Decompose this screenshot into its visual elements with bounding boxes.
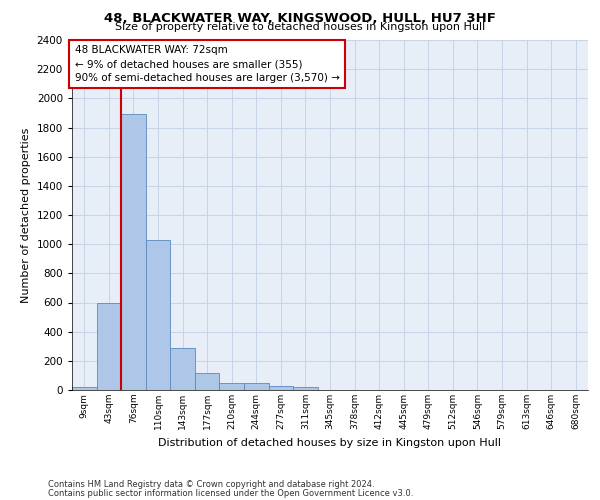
Text: 48, BLACKWATER WAY, KINGSWOOD, HULL, HU7 3HF: 48, BLACKWATER WAY, KINGSWOOD, HULL, HU7… [104, 12, 496, 26]
Text: 48 BLACKWATER WAY: 72sqm
← 9% of detached houses are smaller (355)
90% of semi-d: 48 BLACKWATER WAY: 72sqm ← 9% of detache… [74, 46, 340, 84]
Bar [269, 386, 293, 390]
Bar [146, 240, 170, 390]
Text: Contains HM Land Registry data © Crown copyright and database right 2024.: Contains HM Land Registry data © Crown c… [48, 480, 374, 489]
Text: Contains public sector information licensed under the Open Government Licence v3: Contains public sector information licen… [48, 488, 413, 498]
Text: Distribution of detached houses by size in Kingston upon Hull: Distribution of detached houses by size … [158, 438, 502, 448]
Bar [121, 114, 146, 390]
Text: Size of property relative to detached houses in Kingston upon Hull: Size of property relative to detached ho… [115, 22, 485, 32]
Bar [220, 382, 244, 390]
Bar [170, 348, 195, 390]
Bar [195, 372, 220, 390]
Bar [244, 384, 269, 390]
Bar [72, 387, 97, 390]
Bar [293, 387, 318, 390]
Bar [97, 302, 121, 390]
Y-axis label: Number of detached properties: Number of detached properties [21, 128, 31, 302]
